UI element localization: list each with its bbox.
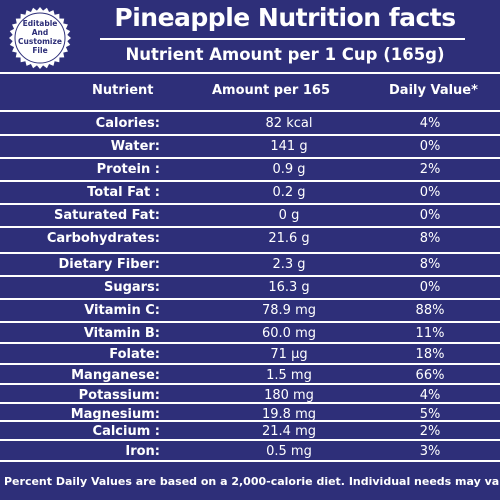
nutrient-name: Folate: <box>109 347 160 362</box>
page-subtitle: Nutrient Amount per 1 Cup (165g) <box>125 45 445 64</box>
nutrient-amount: 141 g <box>270 139 308 154</box>
daily-value: 0% <box>419 208 441 223</box>
nutrient-amount: 180 mg <box>264 388 314 403</box>
daily-value: 4% <box>419 116 441 131</box>
nutrient-name: Manganese: <box>71 368 160 383</box>
daily-value: 18% <box>415 347 445 362</box>
nutrient-name: Vitamin B: <box>83 326 160 341</box>
nutrient-name: Calcium : <box>92 424 160 439</box>
row-divider <box>0 275 500 277</box>
daily-value: 0% <box>419 185 441 200</box>
table-row: Manganese: 1.5 mg 66% <box>0 367 500 385</box>
daily-value: 2% <box>419 424 441 439</box>
nutrient-name: Saturated Fat: <box>54 208 160 223</box>
table-row: Total Fat : 0.2 g 0% <box>0 184 500 202</box>
row-divider <box>0 134 500 136</box>
nutrient-amount: 19.8 mg <box>262 407 316 422</box>
table-row: Saturated Fat: 0 g 0% <box>0 207 500 225</box>
table-row: Calcium : 21.4 mg 2% <box>0 423 500 441</box>
nutrient-name: Water: <box>110 139 160 154</box>
badge-line: Editable <box>22 19 58 28</box>
badge-line: File <box>32 46 48 55</box>
nutrient-name: Potassium: <box>78 388 160 403</box>
daily-value: 3% <box>419 444 441 459</box>
daily-value: 66% <box>415 368 445 383</box>
row-divider <box>0 439 500 441</box>
nutrient-name: Dietary Fiber: <box>58 257 160 272</box>
title-divider <box>100 38 465 40</box>
daily-value: 11% <box>415 326 445 341</box>
table-row: Vitamin C: 78.9 mg 88% <box>0 302 500 320</box>
table-row: Water: 141 g 0% <box>0 138 500 156</box>
row-divider <box>0 420 500 422</box>
table-row: Potassium: 180 mg 4% <box>0 387 500 405</box>
table-row: Vitamin B: 60.0 mg 11% <box>0 325 500 343</box>
table-row: Calories: 82 kcal 4% <box>0 115 500 133</box>
row-divider <box>0 226 500 228</box>
nutrient-name: Protein : <box>96 162 160 177</box>
column-header-nutrient: Nutrient <box>92 83 154 98</box>
nutrient-name: Sugars: <box>103 280 160 295</box>
nutrient-name: Magnesium: <box>70 407 160 422</box>
header-divider <box>0 110 500 112</box>
row-divider <box>0 203 500 205</box>
nutrient-amount: 16.3 g <box>268 280 310 295</box>
nutrient-name: Carbohydrates: <box>46 231 160 246</box>
nutrient-amount: 0.2 g <box>272 185 306 200</box>
nutrient-amount: 1.5 mg <box>266 368 312 383</box>
daily-value: 2% <box>419 162 441 177</box>
editable-file-badge: Editable And Customize File <box>8 6 72 70</box>
nutrient-amount: 21.6 g <box>268 231 310 246</box>
nutrient-amount: 2.3 g <box>272 257 306 272</box>
nutrient-amount: 60.0 mg <box>262 326 316 341</box>
row-divider <box>0 298 500 300</box>
row-divider <box>0 383 500 385</box>
table-row: Folate: 71 μg 18% <box>0 346 500 364</box>
nutrient-name: Calories: <box>95 116 160 131</box>
column-header-amount: Amount per 165 <box>212 83 330 98</box>
nutrient-amount: 0 g <box>278 208 300 223</box>
row-divider <box>0 157 500 159</box>
daily-value: 8% <box>419 231 441 246</box>
badge-seal-icon <box>9 7 71 69</box>
nutrient-name: Total Fat : <box>87 185 160 200</box>
daily-value: 4% <box>419 388 441 403</box>
subtitle-divider <box>0 72 500 74</box>
table-row: Carbohydrates: 21.6 g 8% <box>0 230 500 248</box>
badge-line: And <box>31 28 49 37</box>
footnote: Percent Daily Values are based on a 2,00… <box>4 475 500 488</box>
row-divider <box>0 460 500 462</box>
nutrient-amount: 21.4 mg <box>262 424 316 439</box>
daily-value: 88% <box>415 303 445 318</box>
nutrient-amount: 0.5 mg <box>266 444 312 459</box>
nutrient-amount: 71 μg <box>270 347 308 362</box>
nutrient-amount: 78.9 mg <box>262 303 316 318</box>
nutrient-amount: 0.9 g <box>272 162 306 177</box>
row-divider <box>0 402 500 404</box>
table-row: Magnesium: 19.8 mg 5% <box>0 406 500 424</box>
table-row: Dietary Fiber: 2.3 g 8% <box>0 256 500 274</box>
table-row: Iron: 0.5 mg 3% <box>0 443 500 461</box>
nutrient-amount: 82 kcal <box>265 116 313 131</box>
daily-value: 5% <box>419 407 441 422</box>
badge-text: Editable And Customize File <box>8 19 72 55</box>
row-divider <box>0 342 500 344</box>
column-header-daily-value: Daily Value* <box>389 83 478 98</box>
table-row: Sugars: 16.3 g 0% <box>0 279 500 297</box>
row-divider <box>0 252 500 254</box>
row-divider <box>0 180 500 182</box>
page-title: Pineapple Nutrition facts <box>114 3 456 32</box>
row-divider <box>0 363 500 365</box>
daily-value: 8% <box>419 257 441 272</box>
daily-value: 0% <box>419 280 441 295</box>
table-row: Protein : 0.9 g 2% <box>0 161 500 179</box>
badge-line: Customize <box>18 37 62 46</box>
nutrient-name: Iron: <box>125 444 160 459</box>
row-divider <box>0 321 500 323</box>
daily-value: 0% <box>419 139 441 154</box>
nutrient-name: Vitamin C: <box>84 303 160 318</box>
